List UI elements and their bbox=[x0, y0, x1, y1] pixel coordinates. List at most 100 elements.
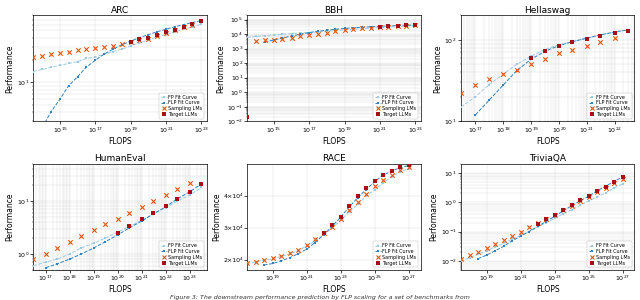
Point bbox=[375, 25, 385, 30]
Point bbox=[540, 49, 550, 54]
Point bbox=[401, 23, 411, 28]
Point bbox=[584, 194, 594, 199]
Point bbox=[301, 242, 312, 247]
Point bbox=[484, 77, 494, 82]
Point bbox=[170, 28, 180, 33]
Point bbox=[137, 204, 147, 209]
Point bbox=[76, 233, 86, 238]
Point bbox=[327, 223, 337, 227]
Point bbox=[124, 210, 134, 215]
Point bbox=[361, 186, 371, 190]
Point bbox=[65, 239, 75, 244]
Point bbox=[251, 38, 261, 43]
Point bbox=[277, 37, 287, 42]
Point bbox=[28, 55, 38, 59]
Title: Hellaswag: Hellaswag bbox=[525, 6, 571, 15]
Point bbox=[357, 26, 367, 31]
Point bbox=[89, 228, 99, 233]
Point bbox=[179, 24, 189, 29]
Point bbox=[375, 24, 385, 29]
Point bbox=[116, 41, 127, 46]
Point bbox=[532, 222, 543, 226]
Point bbox=[310, 237, 320, 242]
Point bbox=[285, 251, 295, 256]
Point bbox=[550, 212, 560, 217]
Point bbox=[595, 33, 605, 38]
Point bbox=[344, 208, 354, 213]
Y-axis label: Performance: Performance bbox=[433, 44, 442, 93]
Point bbox=[336, 214, 346, 219]
Point bbox=[550, 212, 560, 217]
Point bbox=[319, 231, 329, 236]
Point bbox=[482, 245, 492, 250]
Point bbox=[304, 32, 314, 37]
Point bbox=[143, 36, 154, 41]
Point bbox=[161, 204, 171, 208]
Point bbox=[161, 31, 172, 36]
Point bbox=[410, 22, 420, 27]
Point bbox=[404, 165, 414, 170]
Point bbox=[269, 38, 279, 42]
Point bbox=[339, 28, 349, 33]
Point bbox=[242, 115, 252, 119]
Point bbox=[582, 36, 592, 41]
Point bbox=[410, 23, 420, 28]
Point bbox=[185, 189, 195, 194]
Y-axis label: Performance: Performance bbox=[212, 193, 221, 241]
Point bbox=[125, 40, 136, 44]
Point bbox=[582, 43, 592, 48]
Point bbox=[336, 216, 346, 221]
Point bbox=[327, 224, 337, 229]
Point bbox=[113, 230, 123, 235]
Y-axis label: Performance: Performance bbox=[216, 44, 225, 93]
Point bbox=[456, 256, 466, 261]
Point bbox=[591, 189, 602, 194]
Point bbox=[610, 36, 620, 40]
Point bbox=[567, 48, 577, 52]
Point bbox=[511, 67, 522, 72]
Title: ARC: ARC bbox=[111, 6, 129, 15]
Point bbox=[567, 40, 577, 45]
Point bbox=[584, 194, 594, 198]
Point bbox=[387, 173, 397, 178]
Point bbox=[344, 203, 354, 208]
Point bbox=[322, 30, 332, 35]
Point bbox=[507, 233, 517, 238]
Point bbox=[187, 21, 197, 26]
Text: Figure 3: The downstream performance prediction by FLP scaling for a set of benc: Figure 3: The downstream performance pre… bbox=[170, 295, 470, 300]
Point bbox=[395, 165, 405, 170]
Title: BBH: BBH bbox=[324, 6, 343, 15]
X-axis label: FLOPS: FLOPS bbox=[536, 285, 559, 294]
Legend: FP Fit Curve, FLP Fit Curve, Sampling LMs, Target LLMs: FP Fit Curve, FLP Fit Curve, Sampling LM… bbox=[159, 93, 204, 119]
Point bbox=[566, 203, 577, 208]
Point bbox=[618, 176, 628, 181]
Point bbox=[609, 179, 619, 184]
Point bbox=[557, 208, 568, 212]
Point bbox=[378, 178, 388, 182]
Point bbox=[295, 34, 305, 39]
X-axis label: FLOPS: FLOPS bbox=[108, 137, 132, 146]
Point bbox=[187, 22, 197, 27]
Point bbox=[330, 29, 340, 34]
Point bbox=[37, 53, 47, 58]
Title: HumanEval: HumanEval bbox=[94, 154, 146, 163]
Point bbox=[52, 245, 62, 250]
Point bbox=[532, 221, 543, 226]
Point bbox=[353, 194, 363, 199]
Point bbox=[353, 200, 363, 205]
Legend: FP Fit Curve, FLP Fit Curve, Sampling LMs, Target LLMs: FP Fit Curve, FLP Fit Curve, Sampling LM… bbox=[587, 242, 632, 268]
Y-axis label: Performance: Performance bbox=[6, 44, 15, 93]
Point bbox=[387, 168, 397, 173]
Point bbox=[370, 184, 380, 189]
Point bbox=[108, 44, 118, 48]
Point bbox=[524, 225, 534, 230]
Point bbox=[370, 178, 380, 183]
Point bbox=[172, 196, 182, 201]
Point bbox=[541, 217, 551, 222]
Point bbox=[99, 45, 109, 50]
X-axis label: FLOPS: FLOPS bbox=[322, 285, 346, 294]
Point bbox=[55, 50, 65, 55]
Point bbox=[161, 193, 171, 197]
Point bbox=[90, 46, 100, 50]
Point bbox=[268, 256, 278, 260]
